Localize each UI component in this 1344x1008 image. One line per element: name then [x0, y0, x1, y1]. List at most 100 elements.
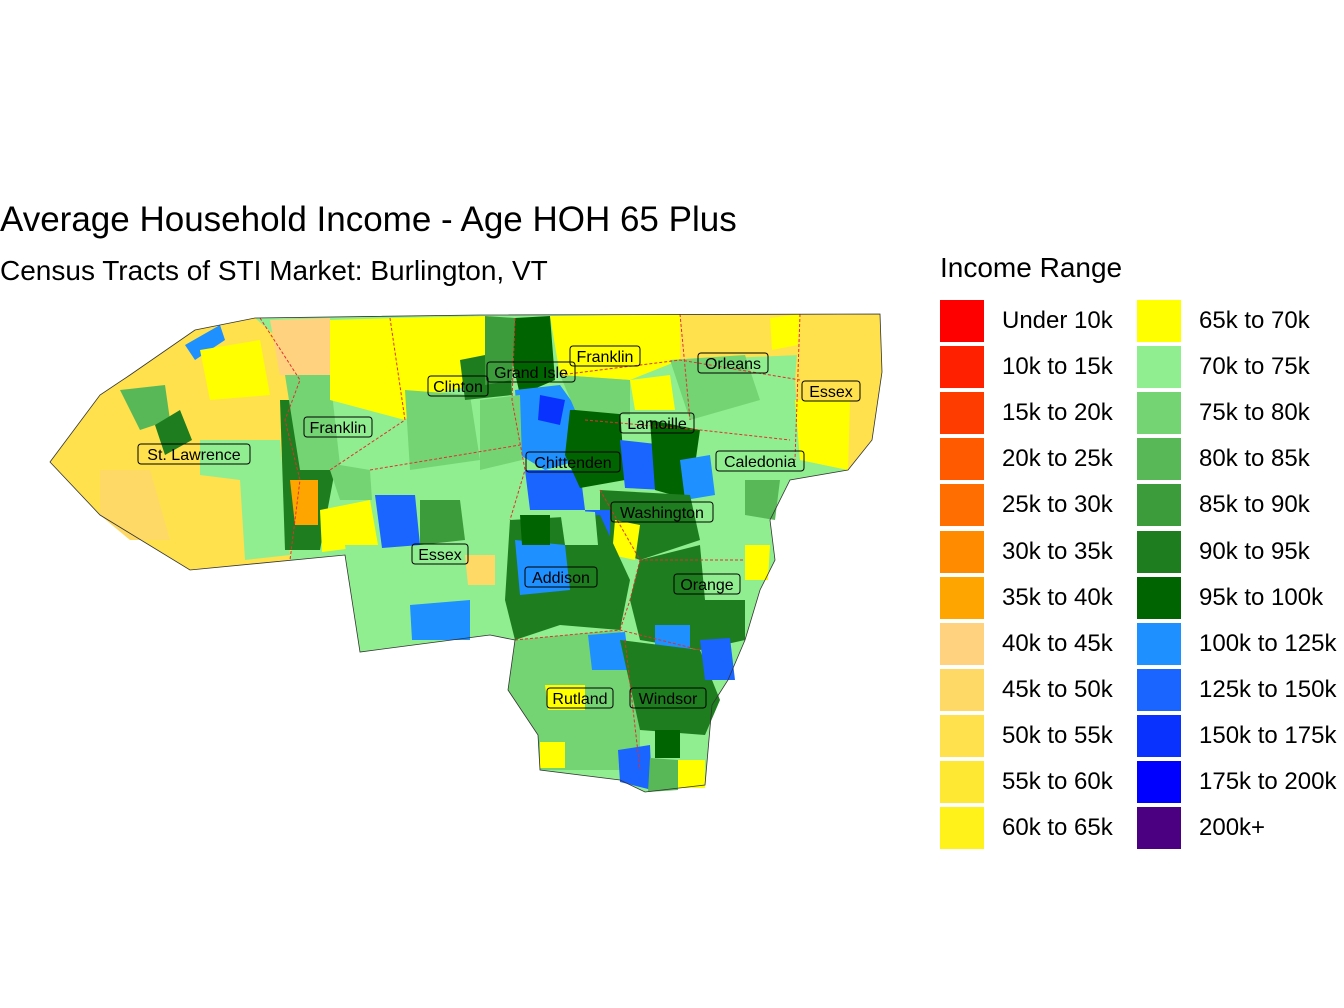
tract-chit-dg — [565, 410, 625, 488]
legend-title: Income Range — [940, 252, 1123, 283]
svg-text:Essex: Essex — [418, 547, 462, 564]
legend-swatch — [940, 761, 984, 803]
legend-swatch — [940, 668, 984, 711]
svg-text:Grand Isle: Grand Isle — [494, 365, 568, 382]
county-label-clinton: Clinton — [427, 375, 489, 397]
svg-text:Caledonia: Caledonia — [724, 454, 796, 471]
legend-swatch — [1137, 438, 1181, 481]
legend-swatch — [1137, 346, 1181, 389]
legend-item: 200k+ — [1137, 807, 1344, 850]
legend-label: 80k to 85k — [1199, 445, 1310, 473]
tract-franklin-vt — [550, 314, 680, 380]
legend-label: 175k to 200k — [1199, 768, 1337, 795]
county-label-caledonia: Caledonia — [715, 450, 805, 472]
map-subtitle: Census Tracts of STI Market: Burlington,… — [0, 255, 548, 286]
county-label-essex-vt: Essex — [801, 380, 861, 402]
tract-clinton-green — [405, 390, 480, 470]
tract-orleans — [680, 314, 800, 360]
legend-item: 175k to 200k — [1137, 761, 1344, 803]
tract-orleans-g — [670, 355, 760, 420]
tract-rutland-b — [588, 632, 630, 670]
county-label-windsor: Windsor — [629, 687, 707, 709]
legend-label: 90k to 95k — [1199, 537, 1310, 565]
tract-orange-b — [655, 625, 690, 650]
legend-swatch — [1137, 484, 1181, 527]
tract-gi-green — [485, 316, 515, 385]
svg-text:Chittenden: Chittenden — [534, 455, 611, 472]
county-label-rutland: Rutland — [546, 687, 614, 709]
tract-windsor-y — [678, 760, 705, 788]
tract-essex-blue2 — [410, 600, 470, 640]
tract-stl-yellow — [200, 340, 270, 400]
county-label-franklin-ny: Franklin — [303, 416, 373, 438]
legend-swatch — [940, 714, 984, 757]
legend-swatch — [940, 576, 984, 619]
legend-item: 125k to 150k — [1137, 668, 1344, 711]
legend-label: 55k to 60k — [1002, 768, 1113, 795]
legend-swatch — [940, 392, 984, 435]
tract-windsor-dg — [655, 730, 680, 758]
legend-label: 45k to 50k — [1002, 675, 1113, 703]
svg-text:Windsor: Windsor — [639, 691, 698, 708]
tract-essex-green — [420, 500, 465, 545]
tract-franklin-orange — [290, 480, 318, 525]
legend-item: 80k to 85k — [1137, 438, 1344, 481]
legend-item: 10k to 15k — [940, 346, 1150, 389]
tract-caledonia-g — [745, 480, 780, 520]
legend-item: 70k to 75k — [1137, 346, 1344, 389]
legend-label: 75k to 80k — [1199, 399, 1310, 427]
legend-swatch — [1137, 807, 1181, 850]
county-label-addison: Addison — [524, 566, 598, 588]
legend-item: 65k to 70k — [1137, 300, 1344, 342]
tract-chit-dblue — [538, 395, 565, 425]
tract-stl-blue — [185, 325, 225, 360]
legend-swatch — [1137, 714, 1181, 757]
legend-swatch — [940, 622, 984, 665]
legend-swatch — [1137, 392, 1181, 435]
svg-text:Franklin: Franklin — [310, 420, 367, 437]
legend-swatch — [1137, 300, 1181, 342]
legend-label: 30k to 35k — [1002, 537, 1113, 565]
legend-item: 40k to 45k — [940, 622, 1150, 665]
tract-rutland-y2 — [540, 742, 565, 768]
svg-text:Orleans: Orleans — [705, 356, 761, 373]
county-label-grand-isle: Grand Isle — [486, 361, 576, 383]
region-outline — [49, 313, 883, 793]
legend-swatch — [1137, 668, 1181, 711]
county-boundaries — [259, 313, 801, 771]
legend-label: 100k to 125k — [1199, 629, 1337, 657]
legend-item: 35k to 40k — [940, 576, 1150, 619]
legend-swatch — [1137, 761, 1181, 803]
legend-label: 85k to 90k — [1199, 491, 1310, 519]
legend-swatch — [940, 807, 984, 850]
legend-label: 40k to 45k — [1002, 629, 1113, 657]
legend-label: 15k to 20k — [1002, 399, 1113, 427]
tract-caledonia-b — [680, 455, 715, 500]
tract-essex-vt-y — [795, 400, 850, 470]
county-label-orleans: Orleans — [697, 352, 769, 374]
legend-item: 150k to 175k — [1137, 714, 1344, 757]
legend-swatch — [940, 484, 984, 527]
legend-swatch — [940, 300, 984, 342]
legend-item: 75k to 80k — [1137, 392, 1344, 435]
map-title: Average Household Income - Age HOH 65 Pl… — [0, 200, 737, 239]
legend-label: 150k to 175k — [1199, 721, 1337, 749]
legend-item: 50k to 55k — [940, 714, 1150, 757]
legend-item: 60k to 65k — [940, 807, 1150, 850]
legend-item: 85k to 90k — [1137, 484, 1344, 527]
choropleth-map: Franklin Orleans Essex Grand Isle Clinto… — [49, 313, 883, 793]
legend-label: Under 10k — [1002, 307, 1113, 334]
tract-addison-g — [520, 515, 550, 545]
tract-addison-lg — [560, 510, 598, 545]
tract-grand-isle — [512, 316, 555, 395]
legend-label: 20k to 25k — [1002, 445, 1113, 473]
legend-label: 25k to 30k — [1002, 491, 1113, 519]
tract-franklin-n — [330, 318, 405, 420]
tract-orleans-y — [770, 314, 800, 350]
tract-orange-y — [745, 545, 770, 580]
tract-stlawrence-west — [100, 470, 170, 540]
legend-item: 20k to 25k — [940, 438, 1150, 481]
county-label-st-lawrence: St. Lawrence — [137, 443, 251, 465]
tract-franklin-vt-g — [560, 375, 630, 415]
legend-swatch — [940, 438, 984, 481]
